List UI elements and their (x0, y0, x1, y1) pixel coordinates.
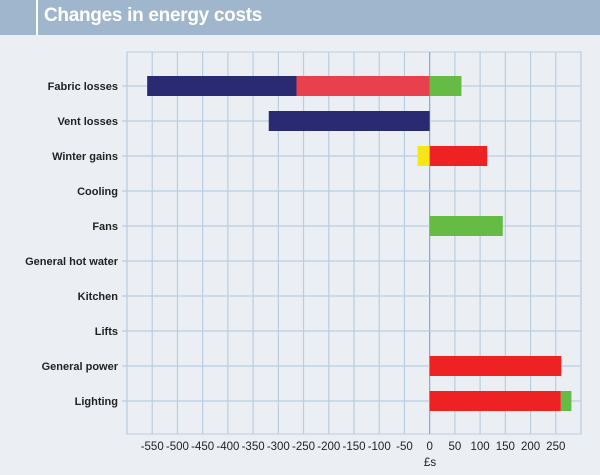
x-tick-label: -550 (141, 441, 164, 453)
x-tick-label: -50 (396, 441, 413, 453)
bar-segment (268, 111, 430, 131)
category-labels: Fabric losses Vent losses Winter gains Cool… (25, 81, 119, 408)
bar-segment (296, 76, 430, 96)
x-tick-label: -100 (368, 441, 391, 453)
category-label: Cooling (77, 186, 118, 198)
bar-segment (147, 76, 297, 96)
bar-segment (560, 391, 572, 411)
tick-labels: -550 -500 -450 -400 -350 -300 -250 -200 -150 -100… (141, 441, 566, 453)
category-label: Vent losses (57, 116, 118, 128)
x-axis-label: £s (424, 457, 436, 469)
header-divider (36, 0, 38, 35)
x-tick-label: 50 (448, 441, 461, 453)
x-tick-label: 250 (546, 441, 565, 453)
category-label: Winter gains (52, 151, 118, 163)
category-label: General hot water (25, 256, 119, 268)
bar-segment (429, 391, 561, 411)
bar-segment (429, 146, 488, 166)
x-tick-label: 200 (521, 441, 540, 453)
bar-segment (429, 216, 503, 236)
category-label: Kitchen (78, 291, 119, 303)
x-tick-label: 150 (496, 441, 515, 453)
bar-segment (429, 356, 562, 376)
x-tick-label: -450 (191, 441, 214, 453)
x-tick-label: -400 (216, 441, 239, 453)
chart-title: Changes in energy costs (44, 5, 263, 26)
bars (147, 76, 572, 411)
bar-segment (429, 76, 462, 96)
category-label: Lifts (95, 326, 118, 338)
x-tick-label: 100 (471, 441, 490, 453)
category-label: Fabric losses (48, 81, 118, 93)
category-label: Lighting (75, 396, 118, 408)
x-tick-label: -300 (267, 441, 290, 453)
x-tick-label: -150 (342, 441, 365, 453)
chart-header: Changes in energy costs (0, 0, 600, 35)
x-tick-label: -350 (242, 441, 265, 453)
x-tick-label: -250 (292, 441, 315, 453)
bar-segment (417, 146, 430, 166)
category-label: Fans (92, 221, 118, 233)
gridlines (122, 51, 582, 435)
x-tick-label: -200 (317, 441, 340, 453)
category-label: General power (42, 361, 119, 373)
x-tick-label: 0 (426, 441, 432, 453)
x-tick-label: -500 (166, 441, 189, 453)
